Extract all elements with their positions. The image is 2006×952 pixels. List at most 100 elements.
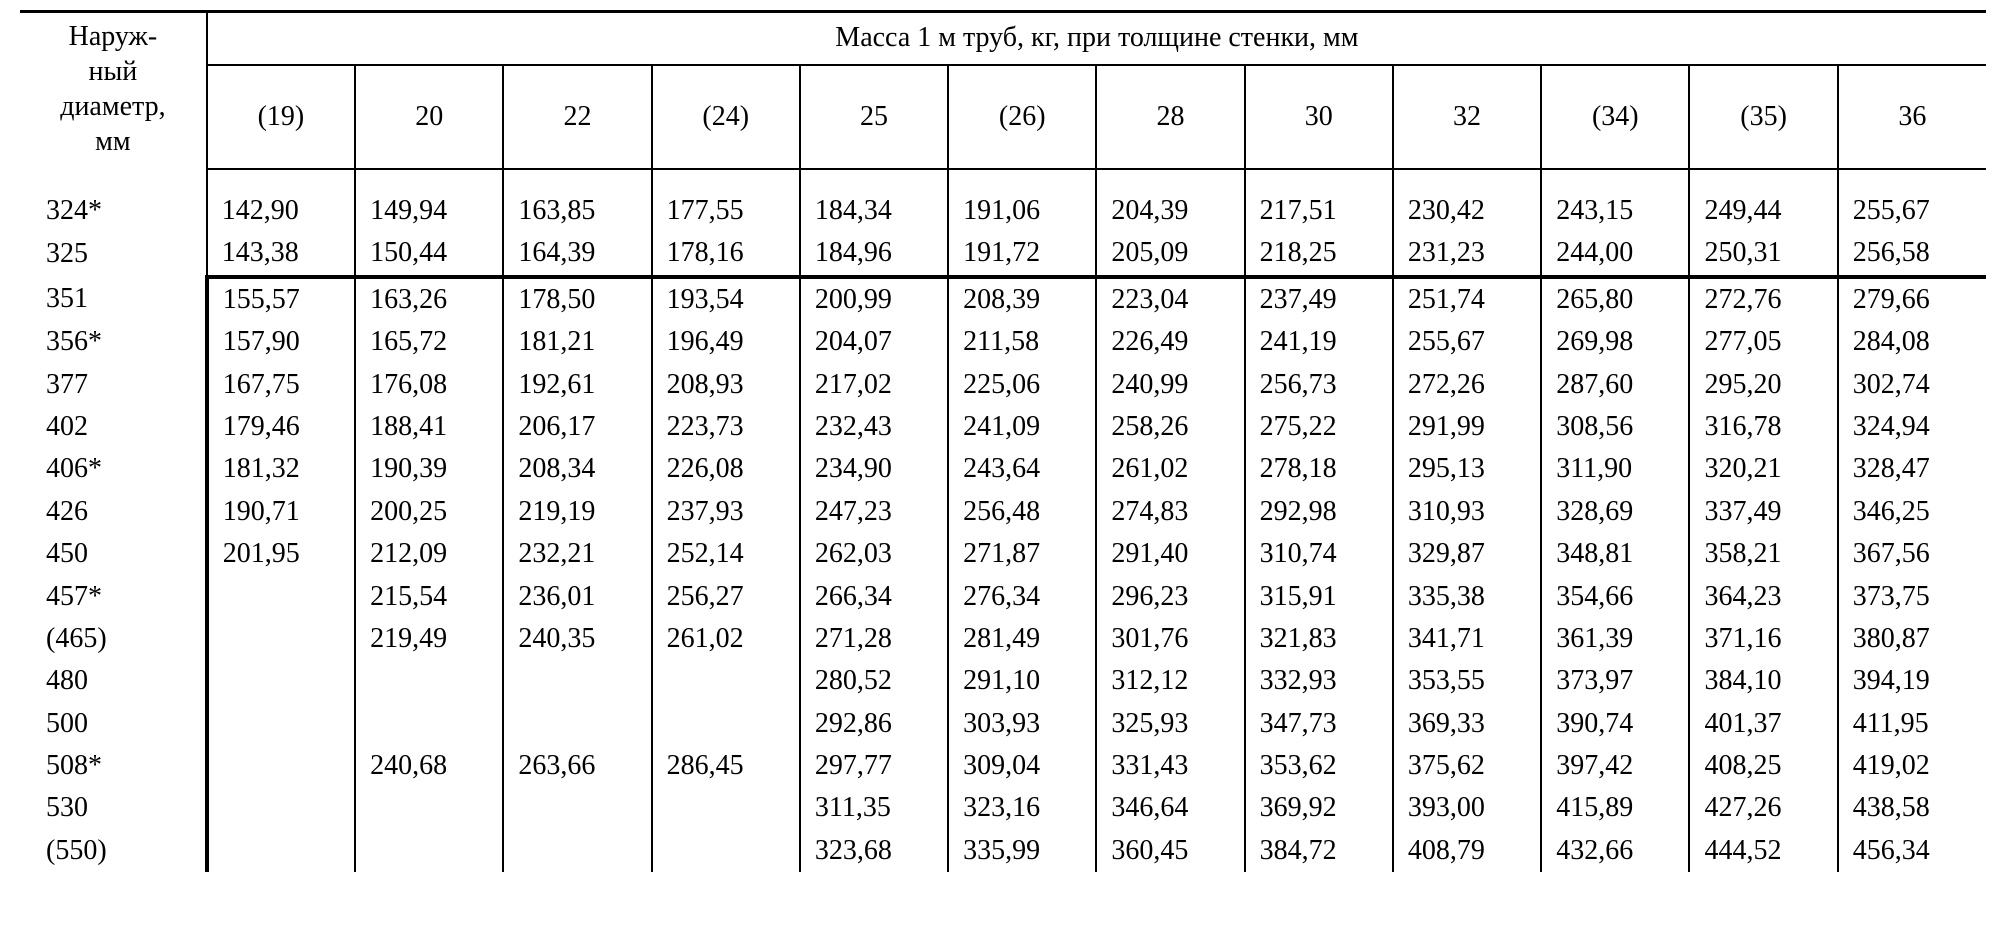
span-header-mass: Масса 1 м труб, кг, при толщине стенки, … xyxy=(207,12,1986,66)
mass-cell: 149,94 xyxy=(355,190,503,232)
diameter-cell: 325 xyxy=(20,232,207,276)
mass-cell: 255,67 xyxy=(1393,321,1541,363)
mass-cell: 384,10 xyxy=(1689,660,1837,702)
mass-cell: 384,72 xyxy=(1245,830,1393,872)
diameter-cell: 500 xyxy=(20,703,207,745)
mass-cell xyxy=(207,745,355,787)
table-row: 530311,35323,16346,64369,92393,00415,894… xyxy=(20,787,1986,829)
col-header: 32 xyxy=(1393,65,1541,169)
mass-cell: 432,66 xyxy=(1541,830,1689,872)
mass-cell: 181,21 xyxy=(503,321,651,363)
mass-cell: 271,28 xyxy=(800,618,948,660)
mass-cell: 269,98 xyxy=(1541,321,1689,363)
mass-cell: 337,49 xyxy=(1689,491,1837,533)
mass-cell: 278,18 xyxy=(1245,448,1393,490)
mass-cell: 191,72 xyxy=(948,232,1096,276)
mass-cell: 218,25 xyxy=(1245,232,1393,276)
mass-cell: 252,14 xyxy=(652,533,800,575)
mass-cell: 261,02 xyxy=(652,618,800,660)
mass-cell: 256,27 xyxy=(652,576,800,618)
mass-cell: 301,76 xyxy=(1096,618,1244,660)
mass-cell: 243,15 xyxy=(1541,190,1689,232)
mass-cell: 191,06 xyxy=(948,190,1096,232)
diameter-cell: 402 xyxy=(20,406,207,448)
mass-cell: 250,31 xyxy=(1689,232,1837,276)
mass-cell: 179,46 xyxy=(207,406,355,448)
mass-cell: 280,52 xyxy=(800,660,948,702)
mass-cell: 358,21 xyxy=(1689,533,1837,575)
mass-cell: 219,49 xyxy=(355,618,503,660)
table-row: 500292,86303,93325,93347,73369,33390,744… xyxy=(20,703,1986,745)
mass-cell: 347,73 xyxy=(1245,703,1393,745)
mass-cell xyxy=(207,787,355,829)
mass-cell: 212,09 xyxy=(355,533,503,575)
mass-cell: 217,02 xyxy=(800,364,948,406)
mass-cell: 456,34 xyxy=(1838,830,1986,872)
mass-cell: 373,97 xyxy=(1541,660,1689,702)
mass-cell: 234,90 xyxy=(800,448,948,490)
mass-cell: 208,93 xyxy=(652,364,800,406)
mass-cell xyxy=(355,660,503,702)
mass-cell: 178,16 xyxy=(652,232,800,276)
mass-cell: 303,93 xyxy=(948,703,1096,745)
table-row: 406*181,32190,39208,34226,08234,90243,64… xyxy=(20,448,1986,490)
mass-cell: 274,83 xyxy=(1096,491,1244,533)
table-row: 402179,46188,41206,17223,73232,43241,092… xyxy=(20,406,1986,448)
mass-cell: 427,26 xyxy=(1689,787,1837,829)
mass-cell: 240,68 xyxy=(355,745,503,787)
mass-cell: 181,32 xyxy=(207,448,355,490)
table-row: 480280,52291,10312,12332,93353,55373,973… xyxy=(20,660,1986,702)
table-row: 325143,38150,44164,39178,16184,96191,722… xyxy=(20,232,1986,276)
mass-cell xyxy=(355,703,503,745)
col-header: (35) xyxy=(1689,65,1837,169)
table-row: (550)323,68335,99360,45384,72408,79432,6… xyxy=(20,830,1986,872)
mass-cell: 223,04 xyxy=(1096,277,1244,321)
mass-cell: 367,56 xyxy=(1838,533,1986,575)
mass-cell: 292,98 xyxy=(1245,491,1393,533)
diameter-cell: 450 xyxy=(20,533,207,575)
mass-cell: 331,43 xyxy=(1096,745,1244,787)
mass-cell: 346,64 xyxy=(1096,787,1244,829)
mass-cell: 200,99 xyxy=(800,277,948,321)
mass-cell: 231,23 xyxy=(1393,232,1541,276)
mass-cell: 204,39 xyxy=(1096,190,1244,232)
table-row: 351155,57163,26178,50193,54200,99208,392… xyxy=(20,277,1986,321)
diameter-cell: (465) xyxy=(20,618,207,660)
mass-cell: 321,83 xyxy=(1245,618,1393,660)
mass-cell: 232,21 xyxy=(503,533,651,575)
mass-cell: 393,00 xyxy=(1393,787,1541,829)
mass-cell: 287,60 xyxy=(1541,364,1689,406)
mass-cell: 232,43 xyxy=(800,406,948,448)
diameter-cell: 356* xyxy=(20,321,207,363)
mass-cell: 316,78 xyxy=(1689,406,1837,448)
col-header: 22 xyxy=(503,65,651,169)
mass-cell: 323,16 xyxy=(948,787,1096,829)
mass-cell: 211,58 xyxy=(948,321,1096,363)
mass-cell: 320,21 xyxy=(1689,448,1837,490)
mass-cell: 217,51 xyxy=(1245,190,1393,232)
col-header: (34) xyxy=(1541,65,1689,169)
mass-cell: 163,85 xyxy=(503,190,651,232)
mass-cell: 277,05 xyxy=(1689,321,1837,363)
mass-cell: 335,99 xyxy=(948,830,1096,872)
mass-cell: 190,39 xyxy=(355,448,503,490)
mass-cell: 308,56 xyxy=(1541,406,1689,448)
mass-cell: 296,23 xyxy=(1096,576,1244,618)
mass-cell: 256,48 xyxy=(948,491,1096,533)
mass-cell: 272,76 xyxy=(1689,277,1837,321)
diameter-cell: 426 xyxy=(20,491,207,533)
mass-cell: 315,91 xyxy=(1245,576,1393,618)
mass-cell: 201,95 xyxy=(207,533,355,575)
mass-cell: 255,67 xyxy=(1838,190,1986,232)
pipe-mass-table: Наруж-ныйдиаметр,мм Масса 1 м труб, кг, … xyxy=(20,10,1986,872)
mass-cell xyxy=(207,618,355,660)
mass-cell: 408,25 xyxy=(1689,745,1837,787)
mass-cell: 226,49 xyxy=(1096,321,1244,363)
table-row: 450201,95212,09232,21252,14262,03271,872… xyxy=(20,533,1986,575)
mass-cell: 291,40 xyxy=(1096,533,1244,575)
mass-cell: 341,71 xyxy=(1393,618,1541,660)
mass-cell: 176,08 xyxy=(355,364,503,406)
mass-cell: 177,55 xyxy=(652,190,800,232)
mass-cell: 193,54 xyxy=(652,277,800,321)
table-row: 324*142,90149,94163,85177,55184,34191,06… xyxy=(20,190,1986,232)
